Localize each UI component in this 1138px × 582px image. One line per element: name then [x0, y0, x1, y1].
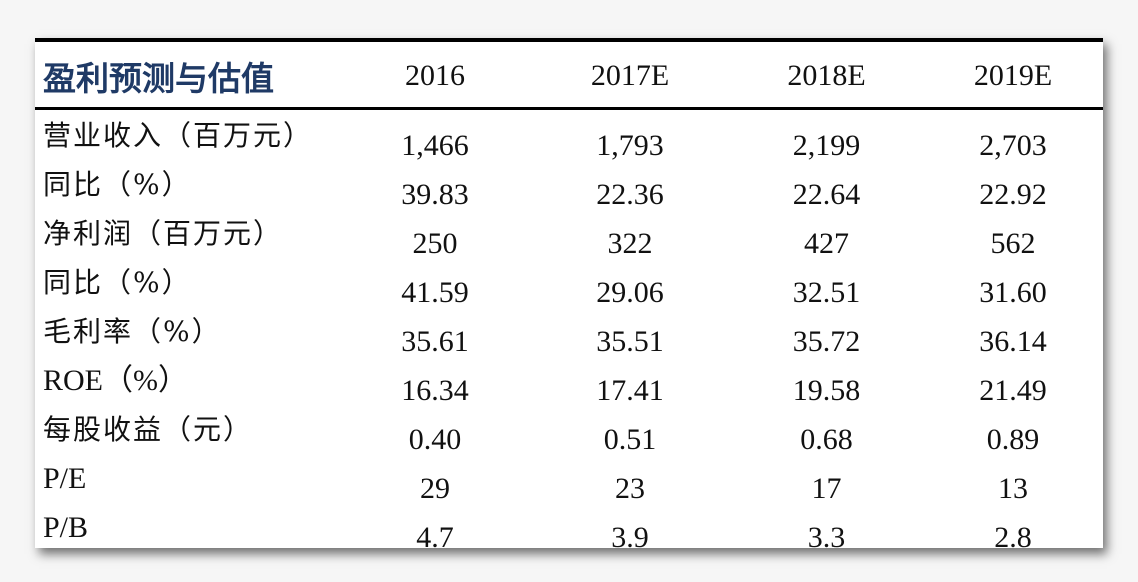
row-label: 净利润（百万元） — [43, 217, 284, 250]
table-cell: 562 — [990, 227, 1036, 260]
table-cell: 2,199 — [792, 129, 861, 162]
table-cell: 322 — [607, 227, 653, 260]
table-cell: 0.68 — [800, 423, 853, 456]
table-cell: 17.41 — [596, 374, 664, 407]
table-row: 净利润（百万元） 250 322 427 562 — [35, 214, 1103, 263]
table-cell: 22.36 — [596, 178, 664, 211]
column-header-2016: 2016 — [405, 59, 465, 92]
table-cell: 3.3 — [807, 521, 846, 554]
row-label: 营业收入（百万元） — [43, 119, 314, 152]
row-label: P/E — [43, 462, 87, 495]
table-row: 营业收入（百万元） 1,466 1,793 2,199 2,703 — [35, 110, 1103, 165]
table-cell: 1,466 — [401, 129, 469, 162]
table-cell: 2.8 — [994, 521, 1032, 554]
table-row: P/E 29 23 17 13 — [35, 459, 1103, 508]
column-header-2017e: 2017E — [590, 59, 670, 92]
header-row: 盈利预测与估值 2016 2017E 2018E 2019E — [35, 42, 1103, 110]
top-rule — [35, 38, 1103, 42]
table-row: P/B 4.7 3.9 3.3 2.8 — [35, 508, 1103, 557]
table-cell: 22.92 — [979, 178, 1047, 211]
table-row: ROE（%） 16.34 17.41 19.58 21.49 — [35, 361, 1103, 410]
table-cell: 35.61 — [401, 325, 469, 358]
table-cell: 1,793 — [596, 129, 664, 162]
row-label: P/B — [43, 511, 89, 544]
table-cell: 3.9 — [611, 521, 649, 554]
table-cell: 19.58 — [792, 374, 861, 407]
table-cell: 16.34 — [401, 374, 469, 407]
table-cell: 0.51 — [603, 423, 657, 456]
column-header-2019e: 2019E — [973, 59, 1053, 92]
table-cell: 17 — [811, 472, 842, 505]
table-cell: 0.89 — [986, 423, 1040, 456]
forecast-table: 盈利预测与估值 2016 2017E 2018E 2019E 营业收入（百万元）… — [35, 42, 1103, 557]
table-cell: 0.40 — [408, 423, 462, 456]
table-title: 盈利预测与估值 — [43, 59, 274, 98]
table-cell: 250 — [412, 227, 458, 260]
table-cell: 29 — [420, 472, 450, 505]
table-cell: 35.51 — [596, 325, 664, 358]
table-cell: 31.60 — [979, 276, 1047, 309]
table-cell: 39.83 — [401, 178, 469, 211]
forecast-table-card: 盈利预测与估值 2016 2017E 2018E 2019E 营业收入（百万元）… — [35, 38, 1103, 554]
row-label: 毛利率（%） — [43, 315, 222, 348]
table-cell: 427 — [804, 227, 849, 260]
column-header-2018e: 2018E — [787, 59, 866, 92]
row-label: 同比（%） — [43, 266, 192, 299]
table-row: 毛利率（%） 35.61 35.51 35.72 36.14 — [35, 312, 1103, 361]
table-cell: 22.64 — [792, 178, 861, 211]
table-cell: 35.72 — [792, 325, 861, 358]
row-label: 每股收益（元） — [43, 413, 254, 446]
table-cell: 23 — [615, 472, 645, 505]
table-cell: 13 — [998, 472, 1028, 505]
row-label: ROE（%） — [43, 364, 188, 397]
table-cell: 21.49 — [979, 374, 1047, 407]
header-rule — [35, 107, 1103, 110]
table-row: 同比（%） 41.59 29.06 32.51 31.60 — [35, 263, 1103, 312]
table-cell: 2,703 — [979, 129, 1047, 162]
table-row: 每股收益（元） 0.40 0.51 0.68 0.89 — [35, 410, 1103, 459]
table-cell: 32.51 — [792, 276, 861, 309]
table-cell: 29.06 — [596, 276, 664, 309]
table-cell: 36.14 — [979, 325, 1047, 358]
table-cell: 4.7 — [416, 521, 454, 554]
row-label: 同比（%） — [43, 168, 192, 201]
table-cell: 41.59 — [401, 276, 469, 309]
table-row: 同比（%） 39.83 22.36 22.64 22.92 — [35, 165, 1103, 214]
